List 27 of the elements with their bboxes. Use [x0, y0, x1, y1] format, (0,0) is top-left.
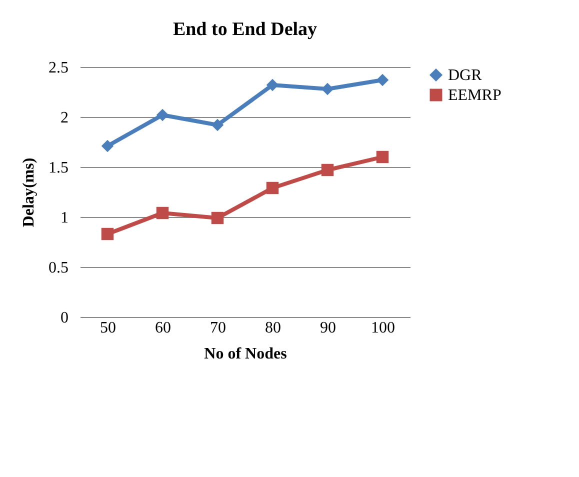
point [156, 206, 169, 220]
y-tick-label: 0 [60, 310, 68, 326]
point [101, 140, 114, 152]
y-tick-label: 2 [60, 110, 68, 126]
x-tick-label: 80 [265, 320, 281, 336]
point [266, 182, 279, 194]
point [211, 212, 224, 224]
chart-title: End to End Delay [172, 19, 318, 40]
x-tick-label: 60 [155, 320, 171, 336]
y-tick-label: 0.5 [48, 260, 68, 276]
point [211, 118, 224, 132]
x-axis-title: No of Nodes [204, 346, 287, 362]
point [321, 164, 334, 176]
point [376, 150, 389, 164]
point [156, 108, 169, 122]
y-axis-title: Delay(ms) [20, 158, 38, 228]
legend-label: DGR [448, 67, 482, 84]
y-tick-label: 2.5 [48, 60, 68, 76]
point [376, 74, 389, 86]
y-tick-label: 1.5 [48, 160, 68, 176]
legend-label: EEMRP [448, 87, 502, 104]
y-tick-label: 1 [60, 210, 68, 226]
x-tick-label: 100 [371, 320, 395, 336]
x-tick-label: 50 [100, 320, 116, 336]
x-tick-label: 90 [320, 320, 336, 336]
x-tick-label: 70 [210, 320, 226, 336]
point [101, 228, 114, 240]
